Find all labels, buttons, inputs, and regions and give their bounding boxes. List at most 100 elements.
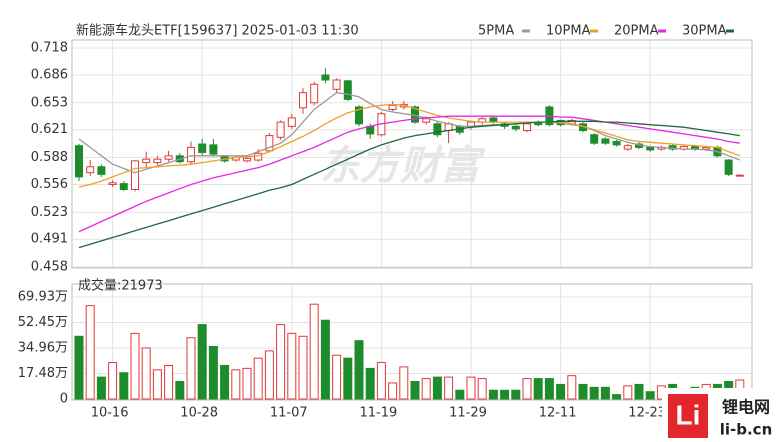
candle-body — [131, 160, 139, 191]
candle-body — [276, 121, 285, 138]
candle-body — [321, 74, 330, 81]
y-tick-label: 34.96万 — [18, 341, 68, 356]
x-tick-label: 10-16 — [91, 406, 129, 421]
ma-line — [78, 103, 741, 188]
volume-bar — [85, 305, 95, 400]
candle-body — [612, 140, 621, 146]
volume-bar — [623, 385, 633, 400]
candle-body — [108, 182, 117, 185]
candle-body — [299, 92, 307, 109]
y-tick-label: 0.523 — [31, 205, 68, 220]
candle-body — [209, 144, 218, 155]
y-tick-label: 52.45万 — [18, 315, 68, 330]
logo-url: li-b.cn — [720, 421, 773, 439]
volume-bar — [152, 369, 162, 400]
candle-body — [590, 134, 599, 144]
candle-body — [523, 123, 531, 132]
volume-bar — [500, 389, 510, 400]
volume-bar — [287, 332, 297, 400]
volume-bar — [119, 372, 129, 400]
candle-body — [422, 118, 431, 123]
volume-bar — [511, 389, 521, 400]
volume-bar — [522, 378, 532, 400]
volume-bar — [197, 324, 207, 400]
x-tick-label: 11-29 — [449, 406, 487, 421]
y-tick-label: 0.491 — [31, 232, 68, 247]
candle-body — [243, 157, 251, 162]
volume-bar — [164, 364, 174, 400]
candle-body — [511, 125, 520, 130]
volume-bar — [634, 383, 644, 400]
legend-label: 30PMA — [682, 24, 727, 39]
volume-bar — [309, 303, 319, 400]
candle-body — [646, 146, 655, 151]
volume-bar — [578, 383, 588, 400]
y-tick-label: 0.621 — [31, 122, 68, 137]
volume-bar — [343, 357, 353, 400]
candle-body — [86, 166, 95, 174]
candle-body — [153, 158, 162, 164]
candle-body — [601, 138, 610, 144]
candle-body — [343, 80, 352, 100]
legend-label: 5PMA — [478, 24, 514, 39]
y-tick-label: 0.588 — [31, 150, 68, 165]
volume-bar — [556, 383, 566, 400]
y-tick-label: 0 — [60, 392, 68, 407]
x-tick-label: 11-07 — [270, 406, 308, 421]
candle-body — [724, 159, 733, 175]
volume-bar — [444, 376, 454, 400]
plot-frame — [71, 39, 753, 269]
volume-bar — [399, 366, 409, 400]
volume-bar — [332, 354, 342, 400]
volume-bar — [466, 376, 476, 400]
volume-bar — [388, 382, 398, 400]
candle-body — [702, 146, 711, 150]
y-tick-label: 0.686 — [31, 67, 68, 82]
x-tick-label: 10-28 — [180, 406, 218, 421]
volume-bar — [421, 378, 431, 400]
candle-body — [187, 146, 195, 163]
volume-bar — [130, 332, 140, 400]
candle-body — [142, 158, 151, 164]
candle-body — [735, 174, 744, 177]
chart-title: 新能源车龙头ETF[159637] 2025-01-03 11:30 — [76, 23, 359, 39]
volume-bar — [175, 380, 185, 400]
watermark: 东方财富 — [320, 143, 486, 189]
logo-mark-box — [668, 394, 708, 438]
ma-line — [78, 91, 741, 174]
legend-label: 10PMA — [546, 24, 591, 39]
volume-bar — [253, 357, 263, 400]
candle-body — [265, 135, 274, 152]
candle-body — [164, 155, 173, 160]
volume-bar — [488, 389, 498, 400]
legend-label: 20PMA — [614, 24, 659, 39]
volume-bar — [108, 362, 118, 400]
x-tick-label: 12-23 — [628, 406, 666, 421]
volume-bar — [589, 386, 599, 400]
volume-bar — [264, 350, 274, 400]
x-tick-label: 12-11 — [539, 406, 577, 421]
candle-body — [287, 117, 296, 127]
ma-line — [78, 120, 740, 249]
volume-bar — [96, 376, 106, 400]
candle-body — [332, 79, 341, 90]
volume-bar — [231, 369, 241, 400]
volume-bar — [354, 340, 364, 400]
y-tick-label: 0.718 — [31, 41, 68, 56]
volume-bar — [544, 378, 554, 400]
volume-bar — [74, 335, 84, 400]
y-tick-label: 69.93万 — [18, 290, 68, 305]
candle-body — [119, 183, 128, 191]
candle-body — [388, 104, 397, 110]
volume-bar — [376, 362, 386, 400]
x-tick-label: 11-19 — [360, 406, 398, 421]
volume-bar — [365, 367, 375, 400]
volume-bar — [276, 324, 286, 400]
candle-body — [623, 145, 632, 150]
volume-bar — [533, 378, 543, 400]
volume-bar — [600, 386, 610, 400]
volume-bar — [567, 375, 577, 400]
volume-bar — [645, 391, 655, 400]
plot-frame — [71, 283, 753, 401]
